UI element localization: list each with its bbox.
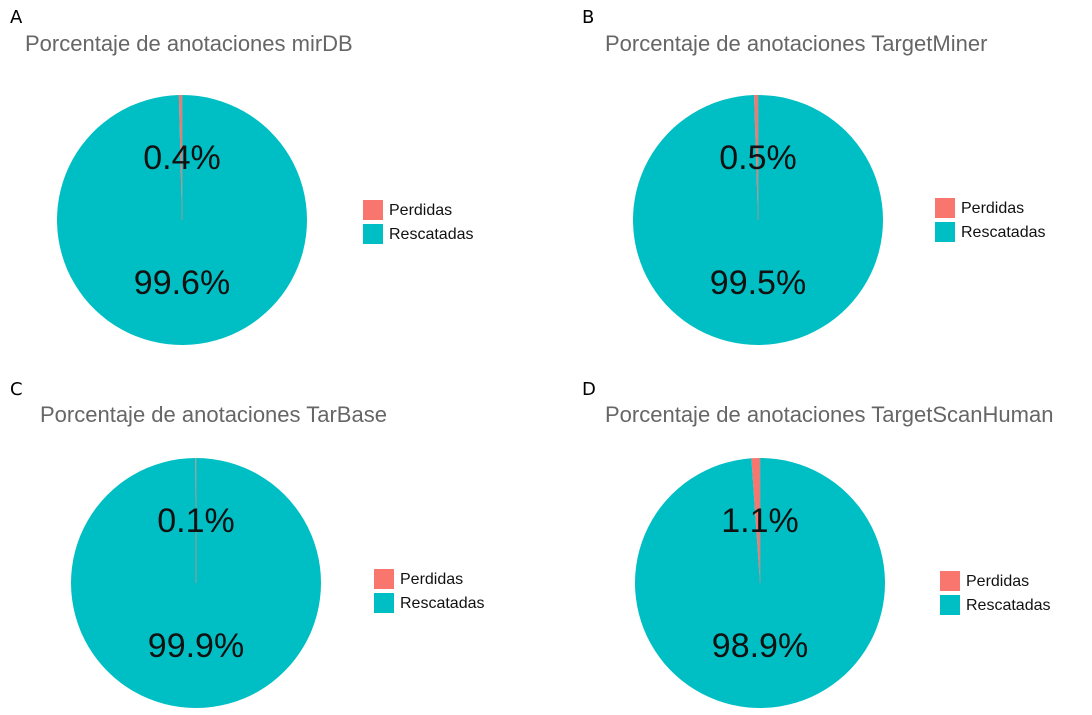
- legend-swatch: [940, 571, 960, 591]
- chart-title: Porcentaje de anotaciones TargetMiner: [605, 31, 987, 56]
- chart-title: Porcentaje de anotaciones TarBase: [40, 402, 387, 427]
- panel-letter: D: [582, 379, 596, 400]
- chart-title: Porcentaje de anotaciones mirDB: [25, 31, 353, 56]
- legend-swatch: [374, 569, 394, 589]
- legend-swatch: [363, 224, 383, 244]
- panel-letter: C: [10, 379, 23, 400]
- pie-slice: [751, 458, 760, 583]
- value-label: 99.9%: [148, 627, 244, 665]
- legend-label: Perdidas: [400, 571, 463, 588]
- pie-slice: [178, 95, 182, 220]
- legend-swatch: [935, 222, 955, 242]
- value-label: 0.5%: [719, 139, 797, 177]
- legend-swatch: [363, 200, 383, 220]
- panel-letter: B: [582, 7, 594, 28]
- legend-swatch: [935, 198, 955, 218]
- legend-label: Perdidas: [961, 200, 1024, 217]
- legend-swatch: [374, 593, 394, 613]
- value-label: 0.1%: [157, 502, 235, 540]
- legend-label: Perdidas: [966, 573, 1029, 590]
- chart-title: Porcentaje de anotaciones TargetScanHuma…: [605, 402, 1053, 427]
- value-label: 99.6%: [134, 264, 230, 302]
- legend-swatch: [940, 595, 960, 615]
- legend-label: Rescatadas: [961, 224, 1046, 241]
- value-label: 0.4%: [143, 139, 221, 177]
- legend-label: Rescatadas: [389, 226, 474, 243]
- pie-slice: [56, 95, 307, 346]
- value-label: 1.1%: [721, 502, 799, 540]
- pie-slice: [754, 95, 758, 220]
- value-label: 98.9%: [712, 627, 808, 665]
- legend-label: Perdidas: [389, 202, 452, 219]
- legend-label: Rescatadas: [400, 595, 485, 612]
- legend-label: Rescatadas: [966, 597, 1051, 614]
- panel-letter: A: [10, 7, 23, 28]
- value-label: 99.5%: [710, 264, 806, 302]
